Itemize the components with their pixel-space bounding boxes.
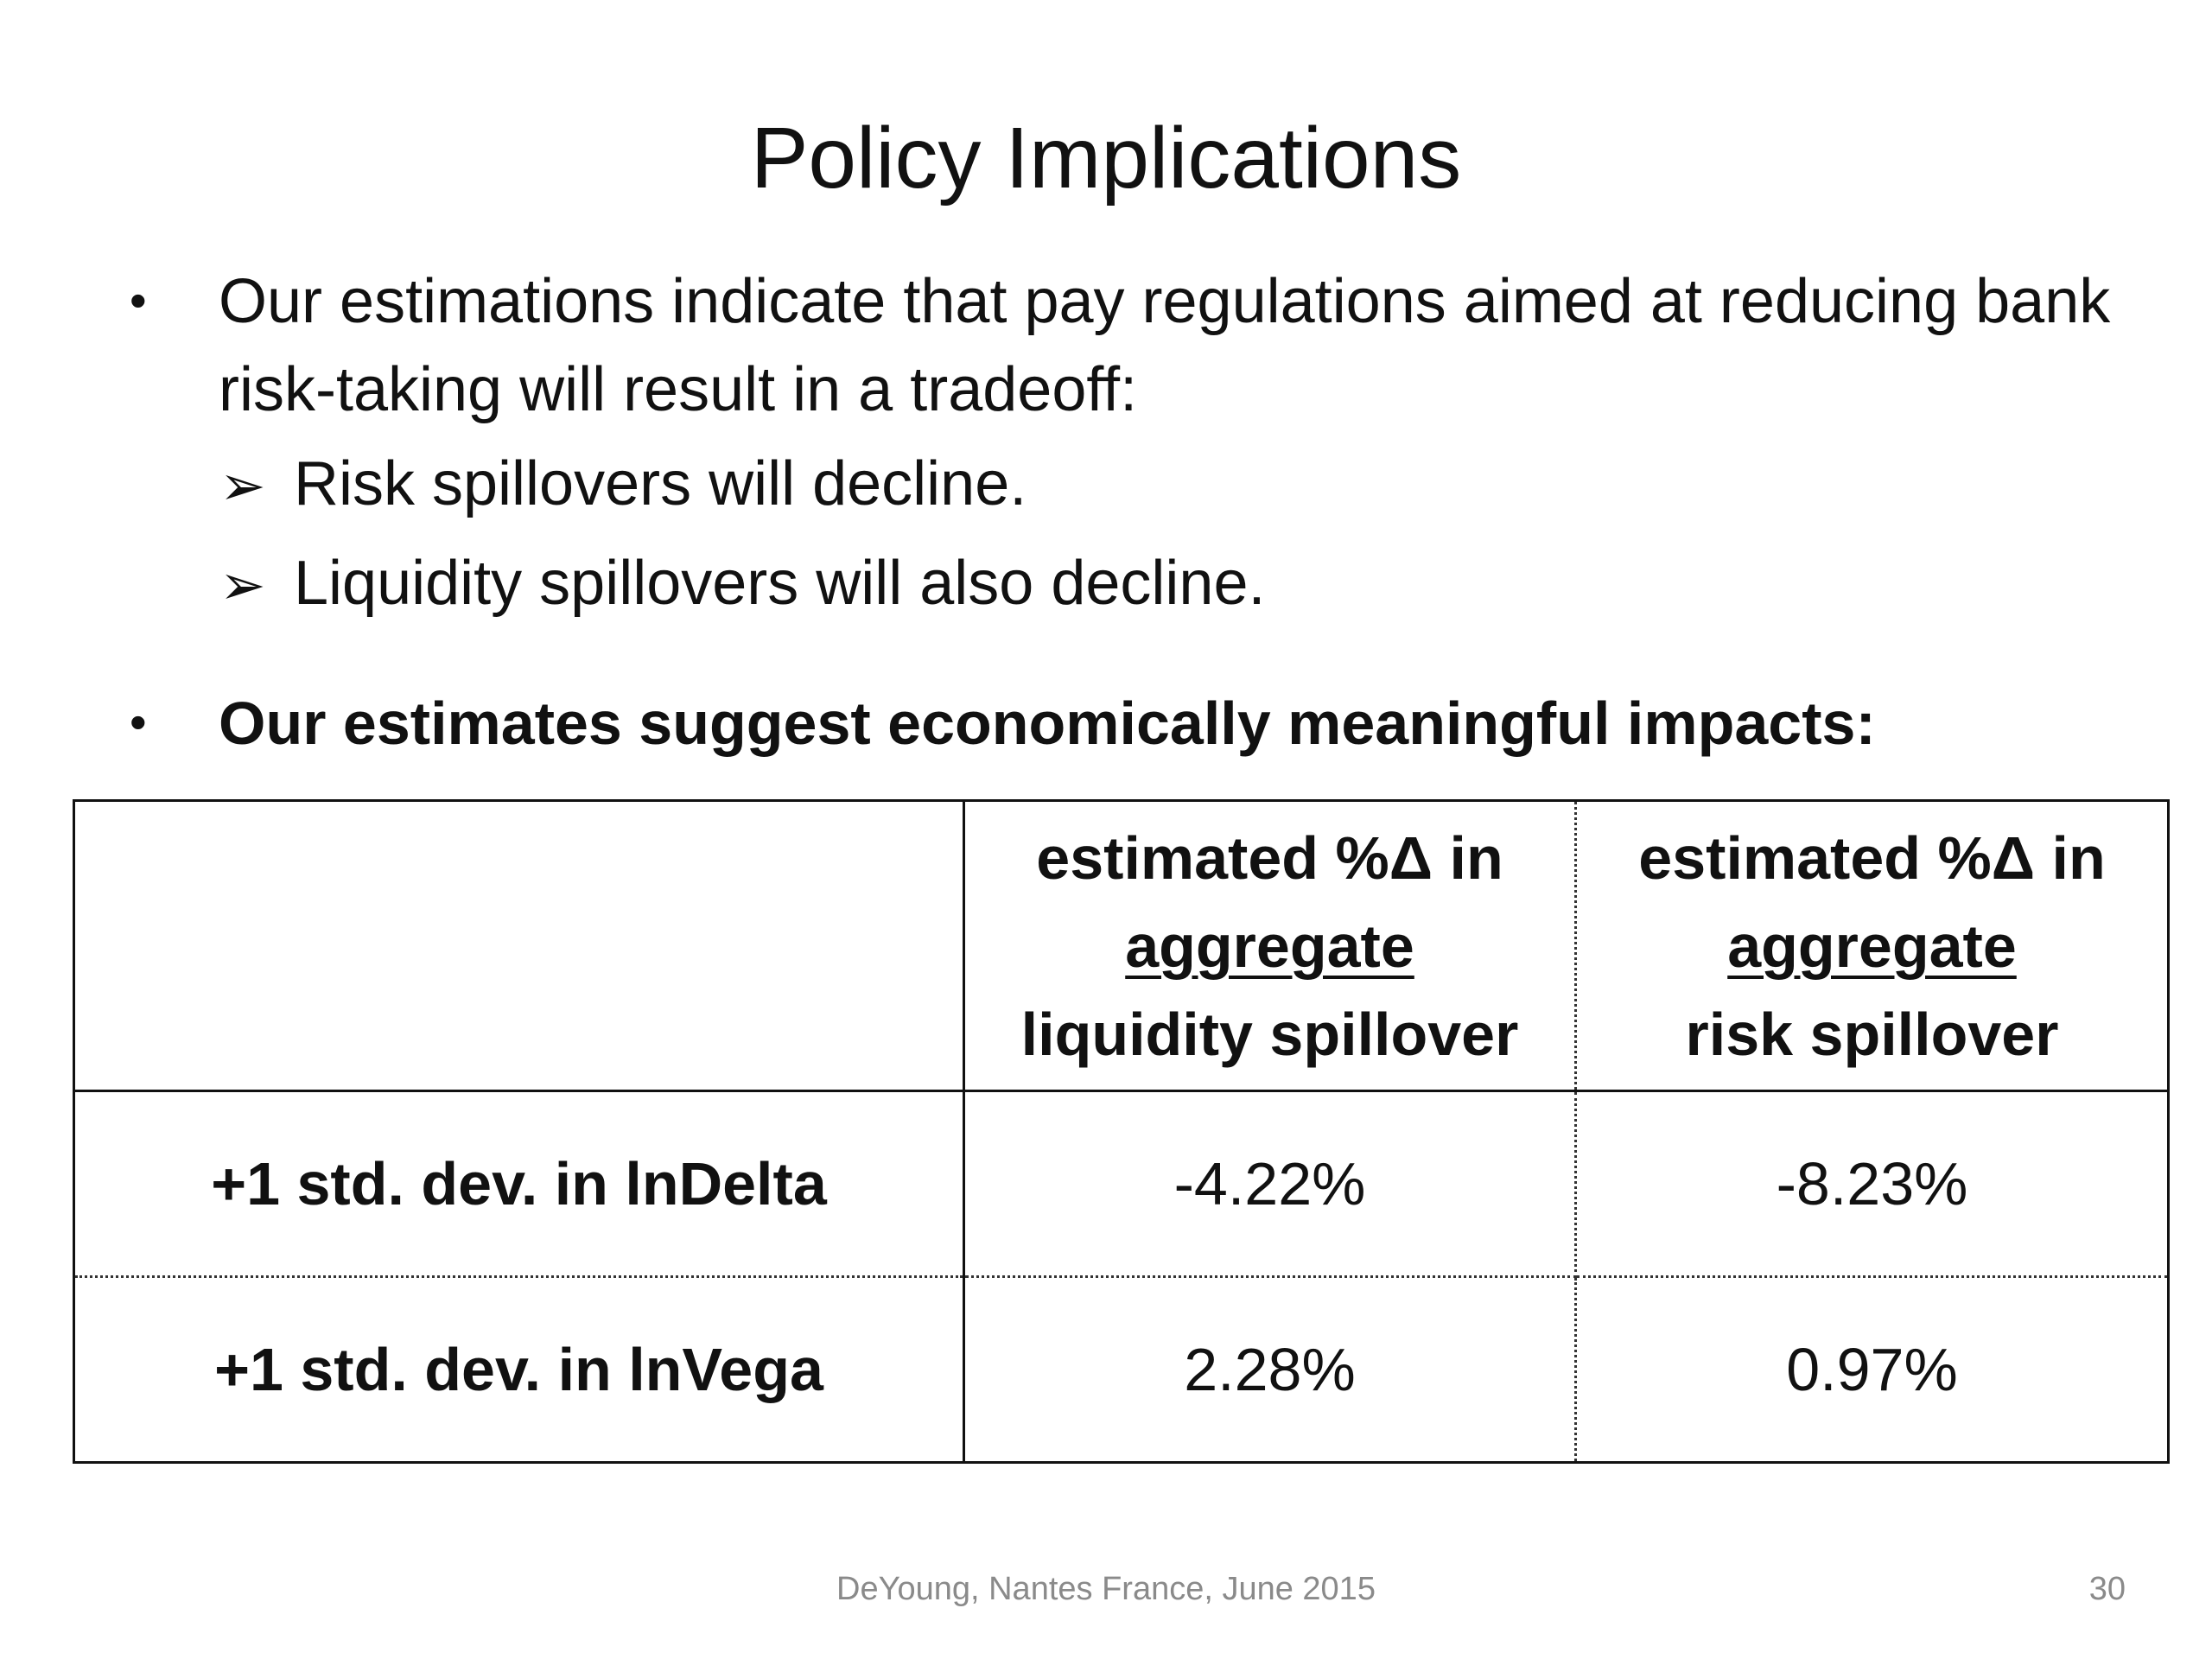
bullet-text: Our estimations indicate that pay regula… <box>219 267 2111 424</box>
table-header-row: estimated %Δ in aggregate liquidity spil… <box>73 800 2169 1092</box>
cell-liquidity-value: -4.22% <box>963 1090 1577 1278</box>
sub-bullet-liquidity: ➢ Liquidity spillovers will also decline. <box>219 540 1266 628</box>
slide-title: Policy Implications <box>750 110 1462 207</box>
table-header-empty <box>73 800 965 1092</box>
header-line: estimated %Δ in <box>1638 823 2106 892</box>
table-header-risk: estimated %Δ in aggregate risk spillover <box>1575 800 2169 1092</box>
sub-bullet-text: Liquidity spillovers will also decline. <box>294 549 1266 618</box>
bullet-item-impacts: • Our estimates suggest economically mea… <box>130 679 2169 774</box>
header-line: risk spillover <box>1685 1000 2059 1068</box>
cell-risk-value: 0.97% <box>1786 1336 1958 1403</box>
table-header-liquidity: estimated %Δ in aggregate liquidity spil… <box>963 800 1577 1092</box>
bullet-item-tradeoff: • Our estimations indicate that pay regu… <box>130 257 2169 439</box>
sub-bullet-text: Risk spillovers will decline. <box>294 449 1027 518</box>
bullet-icon: • <box>130 273 147 327</box>
sub-bullet-risk: ➢ Risk spillovers will decline. <box>219 441 1027 529</box>
cell-liquidity-value: 2.28% <box>963 1276 1577 1463</box>
row-label: +1 std. dev. in lnVega <box>73 1276 965 1463</box>
bullet-text: Our estimates suggest economically meani… <box>219 690 1876 757</box>
header-line-underlined: aggregate <box>1125 912 1414 980</box>
impact-table: estimated %Δ in aggregate liquidity spil… <box>73 799 2170 1464</box>
header-line: liquidity spillover <box>1020 1000 1519 1068</box>
header-line-underlined: aggregate <box>1727 912 2017 980</box>
arrow-bullet-icon: ➢ <box>219 454 266 517</box>
footer-text: DeYoung, Nantes France, June 2015 <box>836 1571 1376 1607</box>
arrow-bullet-icon: ➢ <box>219 554 266 616</box>
table-row: +1 std. dev. in lnVega 2.28% 0.97% <box>73 1276 2169 1463</box>
header-line: estimated %Δ in <box>1036 823 1503 892</box>
table-row: +1 std. dev. in lnDelta -4.22% -8.23% <box>73 1090 2169 1278</box>
cell-risk-value: -8.23% <box>1575 1090 2169 1278</box>
bullet-icon: • <box>130 695 147 749</box>
row-label: +1 std. dev. in lnDelta <box>73 1090 965 1278</box>
page-number: 30 <box>2088 1571 2126 1607</box>
